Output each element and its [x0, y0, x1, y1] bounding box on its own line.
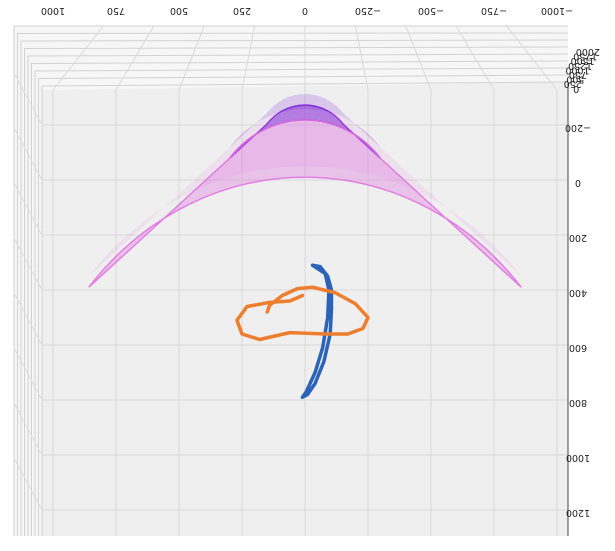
z-tick-label: 0 [573, 83, 579, 94]
trajectory-line [300, 263, 334, 399]
y-tick-label: 1200 [566, 507, 590, 518]
z-tick-label: 1250 [568, 60, 592, 71]
pane-frame-line [24, 46, 569, 536]
y-tick-label: 400 [569, 287, 587, 298]
sector-mark [88, 119, 522, 288]
z-tick-label: 1500 [571, 55, 595, 66]
y-tick-label: 800 [569, 397, 587, 408]
x-grid-line [455, 25, 495, 536]
pane-frame-line [31, 60, 569, 536]
pane-frame-line [17, 32, 569, 536]
x-tick-label: 0 [302, 5, 308, 16]
y-grid-perspective-line [13, 182, 43, 236]
trajectory-line [235, 285, 370, 342]
y-tick-label: −200 [565, 122, 591, 133]
y-grid-perspective-line [13, 72, 43, 126]
x-tick-label: 500 [170, 5, 188, 16]
sector-shadow [88, 108, 522, 277]
x-grid-line [52, 25, 104, 536]
z-tick-label: 1000 [565, 64, 589, 75]
pane-frame-line [20, 39, 569, 536]
z-tick-label: 500 [566, 74, 584, 85]
pane-frame-line [38, 74, 569, 536]
y-tick-label: 200 [569, 232, 587, 243]
x-tick-label: −250 [355, 5, 381, 16]
data-series [88, 93, 522, 399]
back-pane [14, 26, 568, 536]
pane-frame-line [13, 25, 568, 536]
grid-lines [13, 25, 569, 536]
y-grid-perspective-line [13, 457, 43, 511]
y-grid-perspective-line [13, 292, 43, 346]
y-tick-label: 0 [575, 177, 581, 188]
y-grid-perspective-line [13, 347, 43, 401]
x-tick-label: −500 [418, 5, 444, 16]
pane-frame-line [41, 81, 569, 536]
x-grid-line [506, 25, 558, 536]
x-grid-line [115, 25, 155, 536]
x-grid-line [178, 25, 205, 536]
z-tick-label: 750 [569, 69, 587, 80]
z-tick-label: 2000 [576, 46, 600, 57]
x-tick-label: −750 [481, 5, 507, 16]
pane-frame-line [34, 67, 569, 536]
x-grid-line [405, 25, 432, 536]
x-tick-label: 1000 [41, 5, 65, 16]
x-tick-label: 750 [107, 5, 125, 16]
y-grid-perspective-line [13, 402, 43, 456]
y-tick-label: 1000 [566, 452, 590, 463]
y-tick-label: 600 [569, 342, 587, 353]
z-tick-label: 1750 [573, 51, 597, 62]
x-tick-label: −1000 [541, 5, 573, 16]
y-grid-perspective-line [13, 237, 43, 291]
z-tick-label: 250 [564, 78, 582, 89]
y-grid-perspective-line [13, 127, 43, 181]
x-grid-line [241, 25, 256, 536]
pane-frame-line [27, 53, 569, 536]
x-tick-label: 250 [233, 5, 251, 16]
x-grid-line [354, 25, 369, 536]
